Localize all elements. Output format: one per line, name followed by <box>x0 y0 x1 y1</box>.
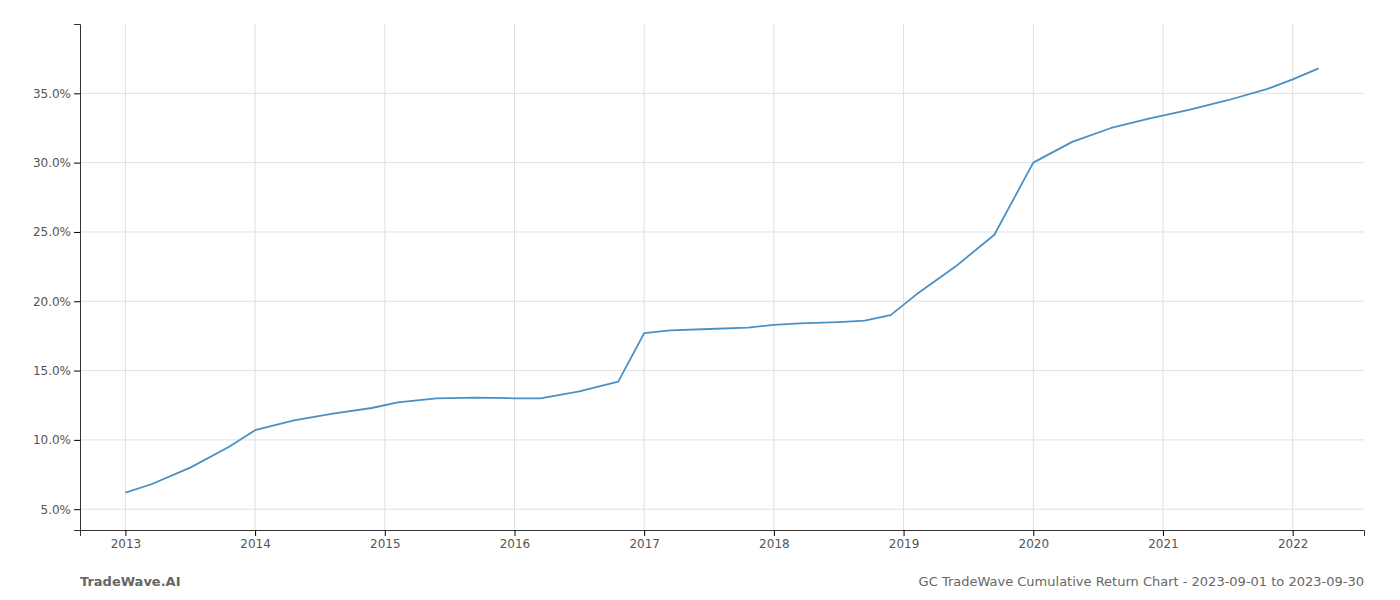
x-tick-label: 2020 <box>1018 537 1049 551</box>
annotation: TradeWave.AI <box>80 574 181 589</box>
x-tick-mark <box>904 530 905 536</box>
x-tick-mark <box>125 530 126 536</box>
plot: 2013 2014 2015 2016 2017 2018 2019 2020 2021 2022… <box>33 24 1365 551</box>
x-grid-line <box>903 24 904 530</box>
x-grid-line <box>644 24 645 530</box>
x-grid-line <box>255 24 256 530</box>
x-tick-label: 2022 <box>1278 537 1309 551</box>
y-tick-mark <box>74 232 80 233</box>
x-tick: 2014 <box>240 530 271 551</box>
y-grid-line <box>80 370 1364 371</box>
x-tick-label: 2018 <box>759 537 790 551</box>
x-tick-label: 2017 <box>629 537 660 551</box>
x-tick-label: 2014 <box>240 537 271 551</box>
y-tick-label: 25.0% <box>33 225 71 239</box>
x-tick-label: 2019 <box>889 537 920 551</box>
x-grid-line <box>125 24 126 530</box>
x-tick-mark <box>255 530 256 536</box>
y-tick: 20.0% <box>33 295 80 309</box>
x-tick-mark <box>774 530 775 536</box>
y-tick-mark <box>74 93 80 94</box>
y-tick: 15.0% <box>33 364 80 378</box>
x-tick: 2019 <box>889 530 920 551</box>
line <box>125 68 1318 492</box>
y-tick-label: 15.0% <box>33 364 71 378</box>
chart: 2013 2014 2015 2016 2017 2018 2019 2020 2021 2022… <box>0 0 1400 600</box>
x-tick-mark <box>514 530 515 536</box>
x-tick-mark <box>1293 530 1294 536</box>
x-tick-label: 2016 <box>500 537 531 551</box>
x-tick: 2018 <box>759 530 790 551</box>
x-tick: 2020 <box>1018 530 1049 551</box>
x-grid-line <box>1292 24 1293 530</box>
x-tick: 2021 <box>1148 530 1179 551</box>
y-tick: 35.0% <box>33 87 80 101</box>
y-grid-line <box>80 162 1364 163</box>
y-tick-label: 35.0% <box>33 87 71 101</box>
y-tick: 30.0% <box>33 156 80 170</box>
annotation: GC TradeWave Cumulative Return Chart - 2… <box>919 574 1364 589</box>
x-grid-line <box>1033 24 1034 530</box>
y-tick-label: 20.0% <box>33 295 71 309</box>
grid <box>80 24 1364 530</box>
x-grid-line <box>384 24 385 530</box>
y-tick-mark <box>74 440 80 441</box>
y-tick: 25.0% <box>33 225 80 239</box>
y-tick-label: 30.0% <box>33 156 71 170</box>
y-axis-line <box>74 25 81 531</box>
x-grid-line <box>514 24 515 530</box>
x-tick-label: 2013 <box>111 537 142 551</box>
x-tick-mark <box>1163 530 1164 536</box>
x-tick: 2013 <box>111 530 142 551</box>
x-tick-mark <box>644 530 645 536</box>
y-tick-label: 10.0% <box>33 433 71 447</box>
y-axis: 5.0% 10.0% 15.0% 20.0% 25.0% 30.0% 35.0% <box>33 25 81 531</box>
y-grid-line <box>80 301 1364 302</box>
x-tick-mark <box>1033 530 1034 536</box>
y-tick: 5.0% <box>41 503 81 517</box>
x-tick: 2022 <box>1278 530 1309 551</box>
x-tick-label: 2021 <box>1148 537 1179 551</box>
y-grid-line <box>80 509 1364 510</box>
x-tick: 2017 <box>629 530 660 551</box>
y-grid-line <box>80 231 1364 232</box>
y-tick-mark <box>74 163 80 164</box>
x-axis-line <box>81 531 1365 537</box>
y-tick-mark <box>74 301 80 302</box>
x-axis: 2013 2014 2015 2016 2017 2018 2019 2020 2021 2022 <box>81 530 1365 551</box>
marks <box>125 68 1318 492</box>
x-tick-label: 2015 <box>370 537 401 551</box>
y-tick-mark <box>74 509 80 510</box>
x-tick: 2016 <box>500 530 531 551</box>
y-tick-mark <box>74 371 80 372</box>
x-tick: 2015 <box>370 530 401 551</box>
x-tick-mark <box>385 530 386 536</box>
x-grid-line <box>773 24 774 530</box>
y-tick: 10.0% <box>33 433 80 447</box>
x-grid-line <box>1162 24 1163 530</box>
y-grid-line <box>80 93 1364 94</box>
y-tick-label: 5.0% <box>41 503 72 517</box>
y-grid-line <box>80 439 1364 440</box>
